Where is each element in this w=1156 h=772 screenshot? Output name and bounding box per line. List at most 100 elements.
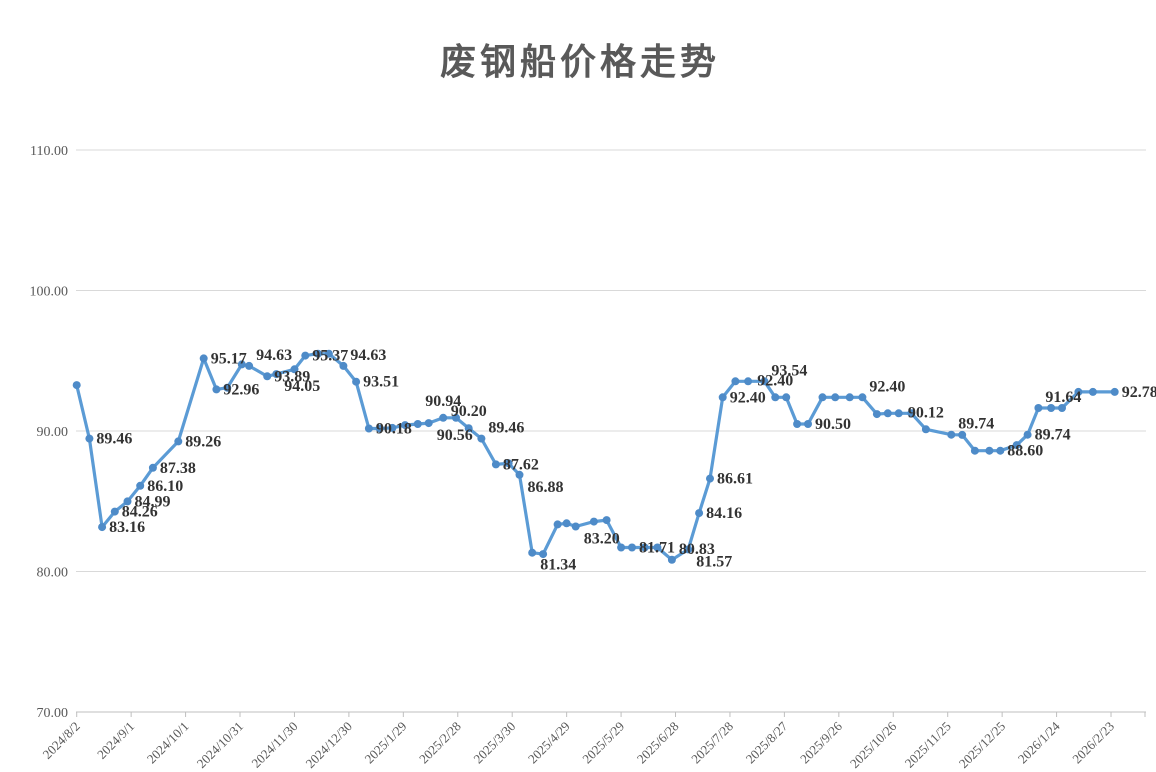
- x-axis-label: 2024/9/1: [94, 719, 137, 762]
- data-point-marker: [653, 543, 662, 552]
- data-point-marker: [491, 460, 500, 469]
- data-point-label: 87.38: [160, 460, 196, 477]
- data-point-marker: [872, 410, 881, 419]
- x-axis-label: 2024/11/30: [248, 719, 300, 771]
- data-point-marker: [212, 385, 221, 394]
- data-point-label: 88.60: [1007, 443, 1043, 460]
- data-point-marker: [324, 349, 333, 358]
- data-point-marker: [845, 393, 854, 402]
- data-point-marker: [883, 409, 892, 418]
- data-point-marker: [894, 409, 903, 418]
- data-point-marker: [1047, 404, 1056, 412]
- data-point-marker: [85, 434, 94, 443]
- x-axis-label: 2024/10/31: [194, 719, 246, 771]
- data-point-label: 92.78: [1122, 384, 1156, 401]
- data-point-label: 90.12: [908, 404, 944, 421]
- data-point-marker: [858, 393, 867, 402]
- x-axis-label: 2025/3/30: [470, 719, 518, 767]
- data-point-label: 89.46: [96, 431, 132, 448]
- data-point-label: 89.46: [488, 420, 524, 437]
- data-point-label: 86.10: [147, 478, 183, 495]
- data-point-marker: [628, 543, 636, 552]
- data-point-marker: [1110, 387, 1119, 396]
- data-point-marker: [339, 361, 348, 370]
- data-point-marker: [1034, 404, 1043, 412]
- data-point-label: 92.40: [869, 378, 905, 395]
- data-point-marker: [123, 497, 132, 506]
- data-point-marker: [831, 393, 840, 402]
- data-point-label: 90.94: [425, 393, 461, 410]
- data-point-marker: [771, 393, 780, 402]
- data-point-label: 83.20: [584, 531, 620, 548]
- data-point-label: 94.63: [256, 347, 292, 364]
- x-axis-label: 2025/6/28: [634, 719, 682, 767]
- data-point-marker: [562, 519, 571, 528]
- data-point-marker: [174, 437, 183, 446]
- x-axis-label: 2025/10/26: [847, 718, 900, 771]
- series-layer: [72, 349, 1119, 564]
- data-point-label: 84.99: [135, 493, 171, 510]
- data-point-label: 81.57: [696, 553, 732, 570]
- x-axis-label: 2026/2/23: [1069, 719, 1117, 767]
- data-point-marker: [245, 361, 254, 370]
- x-axis-label: 2025/2/28: [416, 719, 464, 767]
- data-point-label: 90.20: [451, 403, 487, 420]
- data-point-marker: [539, 550, 548, 559]
- data-point-label: 92.40: [730, 389, 766, 406]
- data-point-label: 83.16: [109, 519, 145, 536]
- data-point-label: 86.88: [528, 479, 564, 496]
- x-axis-label: 2025/11/25: [902, 719, 954, 771]
- data-point-label: 92.40: [757, 372, 793, 389]
- y-axis-label: 90.00: [37, 425, 69, 440]
- data-point-marker: [223, 383, 232, 392]
- x-axis-label: 2026/1/24: [1015, 718, 1063, 766]
- data-point-marker: [602, 516, 611, 525]
- data-point-marker: [996, 446, 1005, 455]
- gridlines-layer: [76, 149, 1146, 713]
- data-point-marker: [424, 419, 433, 428]
- x-axis-label: 2025/7/28: [688, 719, 736, 767]
- data-point-marker: [464, 424, 473, 433]
- data-point-marker: [263, 372, 272, 381]
- data-point-marker: [970, 446, 979, 455]
- data-point-marker: [290, 365, 299, 374]
- data-point-marker: [136, 481, 145, 490]
- x-axis-label: 2025/5/29: [579, 719, 627, 767]
- data-point-marker: [684, 545, 693, 554]
- data-point-marker: [571, 522, 580, 531]
- data-point-label: 93.54: [771, 362, 807, 379]
- data-point-marker: [1023, 430, 1032, 439]
- x-axis-label: 2025/4/29: [525, 719, 573, 767]
- x-axis-label: 2024/12/30: [303, 719, 355, 771]
- data-point-marker: [640, 543, 649, 552]
- data-point-label: 81.34: [540, 557, 576, 574]
- data-point-marker: [515, 470, 524, 479]
- data-point-marker: [148, 463, 157, 472]
- data-point-marker: [110, 507, 119, 516]
- data-point-label: 89.74: [958, 416, 994, 433]
- data-point-marker: [958, 430, 967, 439]
- data-point-label: 93.89: [274, 368, 310, 385]
- data-point-label: 91.64: [1045, 389, 1081, 406]
- data-point-marker: [921, 425, 930, 434]
- data-point-label: 90.18: [376, 421, 412, 438]
- data-point-label: 89.74: [1035, 427, 1071, 444]
- data-point-marker: [718, 393, 727, 402]
- data-point-marker: [760, 377, 769, 386]
- data-point-label: 80.83: [679, 541, 715, 558]
- data-point-marker: [375, 424, 384, 433]
- x-axis-label: 2025/8/27: [743, 718, 791, 766]
- chart-title: 废钢船价格走势: [440, 42, 720, 82]
- data-point-label: 84.16: [706, 505, 742, 522]
- x-axis-label: 2024/10/1: [144, 719, 192, 767]
- data-point-marker: [1088, 387, 1097, 396]
- data-point-marker: [452, 413, 460, 422]
- data-point-marker: [504, 459, 513, 468]
- data-point-marker: [695, 509, 704, 518]
- data-point-marker: [947, 430, 956, 439]
- data-point-marker: [731, 377, 740, 386]
- data-point-label: 84.26: [122, 504, 158, 521]
